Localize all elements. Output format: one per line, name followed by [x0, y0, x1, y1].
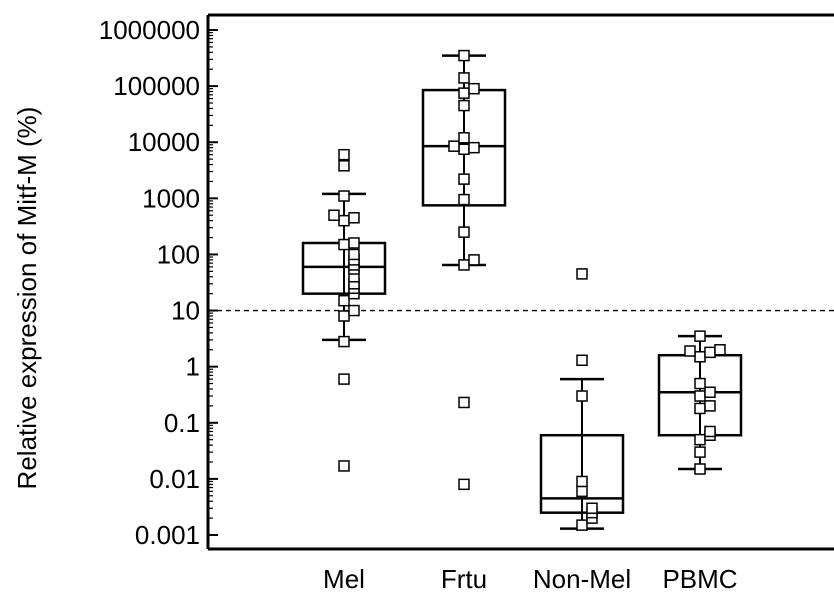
data-point [348, 237, 360, 249]
data-point [458, 99, 470, 112]
data-point [458, 132, 470, 144]
data-point [458, 226, 470, 238]
data-point [338, 160, 350, 172]
y-tick-label: 100 [157, 239, 200, 269]
data-point [338, 373, 350, 385]
boxes-layer [301, 54, 743, 530]
box [301, 241, 387, 295]
x-tick-label: Mel [323, 564, 365, 594]
axes-layer: 0.001 0.01 0.1 1 10 100 1000 10000 100000 1000000… [99, 13, 834, 594]
data-point [576, 519, 588, 531]
data-point [348, 304, 360, 317]
data-point [576, 475, 588, 488]
data-point [704, 425, 716, 438]
data-point [714, 344, 726, 356]
data-point [338, 335, 350, 348]
data-point [694, 433, 706, 446]
y-tick-label: 10 [171, 296, 200, 326]
y-tick-label: 1 [186, 352, 200, 382]
data-point [458, 173, 470, 185]
data-point [684, 345, 696, 357]
y-tick-label: 0.1 [164, 408, 200, 438]
y-axis-label: Relative expression of Mitf-M (%) [12, 107, 42, 490]
data-point [468, 141, 480, 154]
data-point [576, 390, 588, 402]
data-point [704, 346, 716, 359]
x-tick-label: Frtu [441, 564, 487, 594]
data-point [694, 377, 706, 390]
box [539, 433, 625, 514]
data-point [458, 49, 470, 62]
data-point [458, 87, 470, 99]
data-point [458, 478, 470, 491]
data-point [458, 143, 470, 155]
data-point [338, 294, 350, 307]
data-point [338, 310, 350, 322]
y-tick-label: 0.01 [149, 464, 200, 494]
data-point [448, 140, 460, 152]
data-point [704, 386, 716, 398]
data-point [338, 190, 350, 202]
data-point [694, 390, 706, 402]
data-point [694, 402, 706, 415]
data-point [338, 460, 350, 472]
y-tick-label: 100000 [113, 71, 200, 101]
data-point [694, 330, 706, 342]
data-point [328, 209, 340, 221]
data-point [468, 82, 480, 95]
data-point [338, 214, 350, 227]
data-point [458, 259, 470, 271]
data-point [704, 400, 716, 412]
data-point [458, 193, 470, 206]
data-point [348, 248, 360, 261]
data-point [468, 254, 480, 266]
data-point [458, 396, 470, 409]
data-point [348, 212, 360, 224]
data-point [576, 485, 588, 498]
x-tick-label: PBMC [662, 564, 737, 594]
y-tick-label: 0.001 [135, 520, 200, 550]
y-tick-label: 1000 [142, 183, 200, 213]
points-layer [328, 49, 726, 531]
data-point [338, 238, 350, 251]
data-point [576, 354, 588, 367]
data-point [694, 351, 706, 363]
y-tick-label: 1000000 [99, 15, 200, 45]
data-point [694, 446, 706, 458]
x-tick-label: Non-Mel [533, 564, 631, 594]
y-tick-label: 10000 [128, 127, 200, 157]
data-point [338, 148, 350, 161]
data-point [586, 502, 598, 514]
data-point [694, 463, 706, 475]
data-point [458, 72, 470, 84]
data-point [576, 268, 588, 280]
